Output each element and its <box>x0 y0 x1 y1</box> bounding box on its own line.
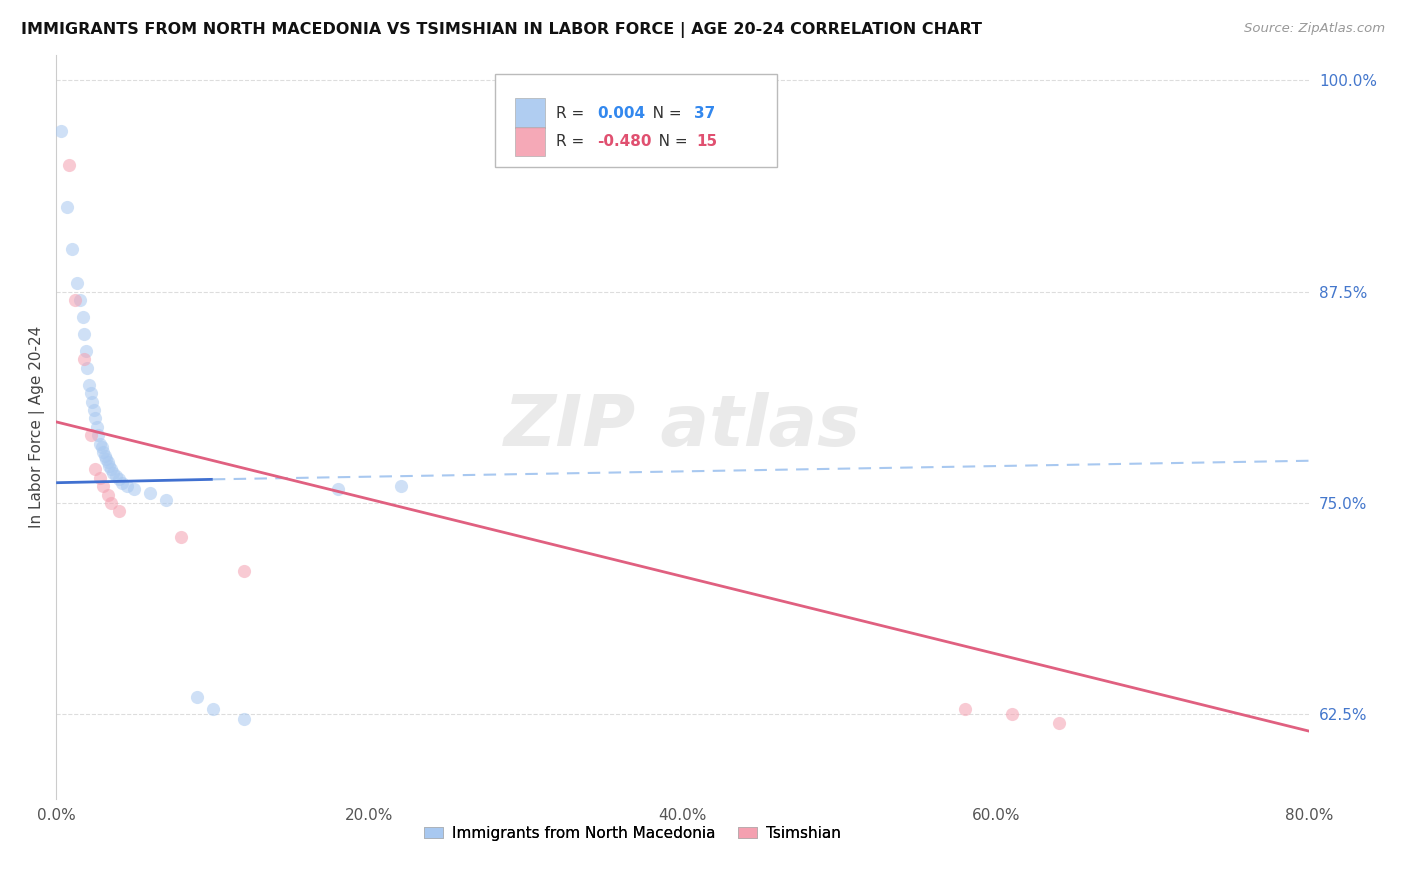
Point <box>49 124 72 138</box>
Point <box>79 428 101 442</box>
Point <box>84 411 107 425</box>
Point <box>72 310 94 324</box>
Point <box>233 564 256 578</box>
Text: 15: 15 <box>696 134 717 149</box>
Point <box>69 293 91 308</box>
Point <box>93 449 115 463</box>
Point <box>1001 707 1024 722</box>
Point <box>115 479 138 493</box>
Point <box>60 243 83 257</box>
Point <box>65 277 87 291</box>
FancyBboxPatch shape <box>515 127 546 156</box>
Text: ZIP atlas: ZIP atlas <box>505 392 862 461</box>
Point <box>97 487 120 501</box>
Point <box>89 470 111 484</box>
Point <box>89 437 111 451</box>
Point <box>100 462 122 476</box>
Text: 37: 37 <box>695 106 716 120</box>
Point <box>124 483 146 497</box>
Point <box>84 462 107 476</box>
Point <box>1047 715 1070 730</box>
Point <box>201 702 224 716</box>
Point <box>82 394 104 409</box>
Point <box>58 158 80 172</box>
Text: -0.480: -0.480 <box>598 134 652 149</box>
Point <box>77 377 100 392</box>
Point <box>104 469 127 483</box>
Point <box>111 475 134 490</box>
Point <box>76 360 98 375</box>
FancyBboxPatch shape <box>515 98 546 128</box>
Point <box>90 440 112 454</box>
Point <box>389 479 412 493</box>
Point <box>170 530 193 544</box>
Point <box>155 492 177 507</box>
Point <box>100 496 122 510</box>
Point <box>83 403 105 417</box>
Point <box>75 343 97 358</box>
Point <box>101 466 124 480</box>
Point <box>326 483 349 497</box>
Point <box>96 452 118 467</box>
Point <box>186 690 208 705</box>
Y-axis label: In Labor Force | Age 20-24: In Labor Force | Age 20-24 <box>30 326 45 528</box>
Point <box>108 504 131 518</box>
Point <box>63 293 86 308</box>
Point <box>139 486 162 500</box>
Point <box>91 479 114 493</box>
Text: Source: ZipAtlas.com: Source: ZipAtlas.com <box>1244 22 1385 36</box>
Point <box>108 472 131 486</box>
Legend: Immigrants from North Macedonia, Tsimshian: Immigrants from North Macedonia, Tsimshi… <box>419 820 846 847</box>
Point <box>86 420 108 434</box>
Text: R =: R = <box>557 134 589 149</box>
Point <box>73 352 96 367</box>
Point <box>56 200 79 214</box>
Point <box>98 458 121 473</box>
Point <box>73 326 96 341</box>
Point <box>79 386 101 401</box>
Point <box>953 702 976 716</box>
Text: 0.004: 0.004 <box>598 106 645 120</box>
Text: N =: N = <box>644 134 692 149</box>
Text: N =: N = <box>637 106 686 120</box>
Point <box>87 428 110 442</box>
Text: R =: R = <box>557 106 589 120</box>
Point <box>233 712 256 726</box>
Text: IMMIGRANTS FROM NORTH MACEDONIA VS TSIMSHIAN IN LABOR FORCE | AGE 20-24 CORRELAT: IMMIGRANTS FROM NORTH MACEDONIA VS TSIMS… <box>21 22 981 38</box>
Point <box>97 455 120 469</box>
Point <box>91 445 114 459</box>
FancyBboxPatch shape <box>495 74 776 167</box>
